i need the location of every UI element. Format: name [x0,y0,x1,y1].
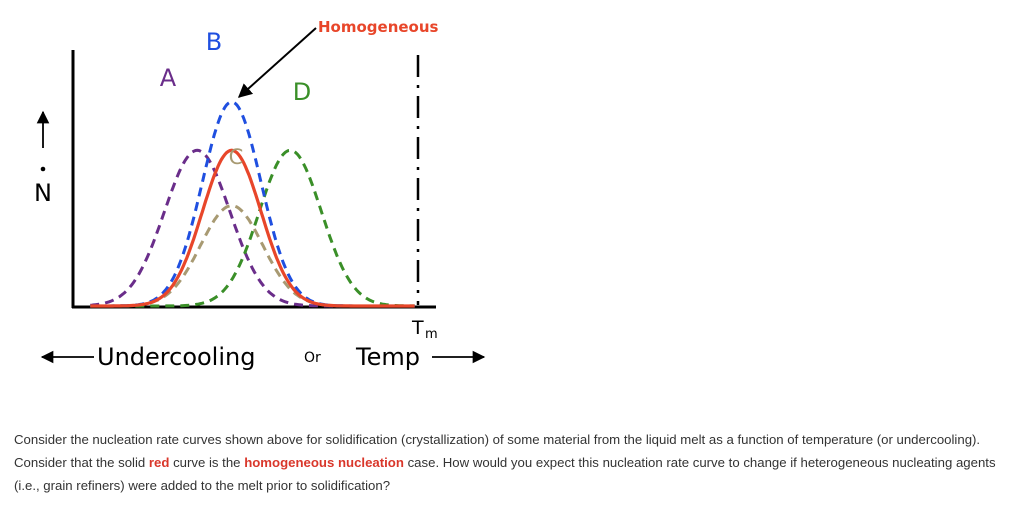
xlabel-or: Or [304,350,321,366]
curve-a [90,148,415,308]
question-red-word: red [148,455,170,470]
annotation-arrow [237,27,317,98]
tm-subscript: m [425,327,438,342]
question-part3: case. How would you expect this nucleati… [14,455,996,493]
question-part2: curve is the [169,455,245,470]
question-text: Consider the nucleation rate curves show… [14,428,1012,497]
curve-homogeneous [90,148,415,308]
question-homogeneous-phrase: homogeneous nucleation [244,455,404,470]
xlabel-temp: Temp [355,343,420,371]
series-label-b: B [206,28,222,56]
nucleation-rate-chart: A B C D Homogeneous N T m Undercooling O… [34,18,486,371]
curve-d [90,148,415,308]
question-part1: Consider the nucleation rate curves show… [14,432,981,470]
tm-label: T [411,317,424,339]
series-label-a: A [160,64,177,92]
curve-b [90,100,415,308]
series-label-d: D [293,78,311,106]
xlabel-undercooling: Undercooling [97,343,255,371]
series-label-c: C [229,145,244,169]
curves-group [90,100,415,308]
n-dot [40,166,46,172]
annotation-homogeneous: Homogeneous [318,18,439,36]
curve-c [90,204,415,308]
y-axis-label: N [34,179,52,207]
